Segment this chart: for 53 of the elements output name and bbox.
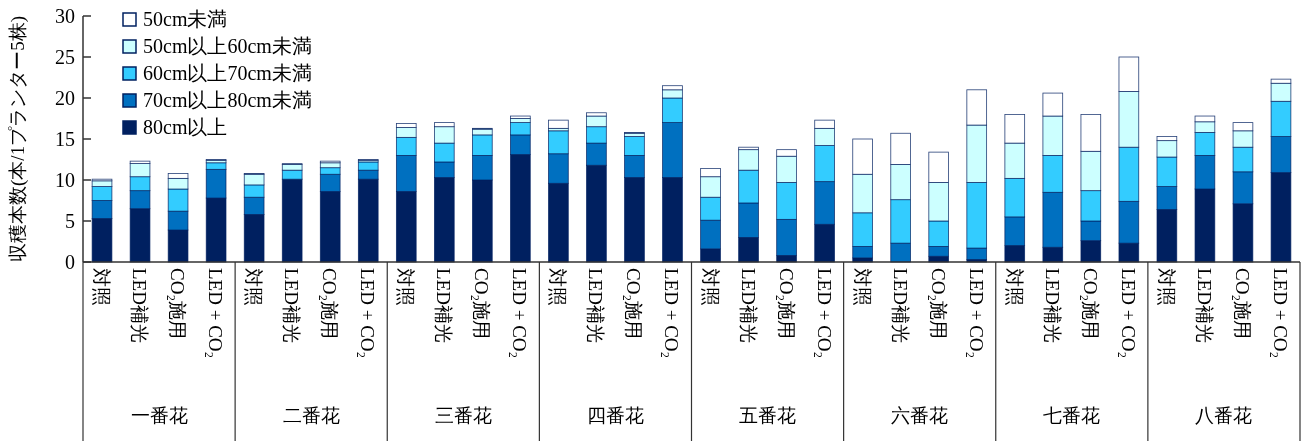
y-axis-title: 収穫本数(本/1プランター5株): [7, 16, 29, 262]
x-tick-label: LED + CO₂: [965, 268, 987, 359]
x-tick-label: LED補光: [889, 268, 911, 343]
legend-label: 50cm以上60cm未満: [143, 35, 312, 57]
x-tick-label: CO₂施用: [471, 268, 493, 340]
x-tick-label: 対照: [395, 268, 417, 306]
x-tick-label: LED補光: [281, 268, 303, 343]
y-tick-label: 25: [55, 46, 75, 68]
text: 二番花: [282, 405, 340, 426]
x-tick-label: CO₂施用: [319, 268, 341, 340]
x-tick-label: LED + CO₂: [357, 268, 379, 359]
x-tick-label: LED補光: [129, 268, 151, 343]
x-tick-label: LED補光: [1041, 268, 1063, 343]
x-tick-label: LED補光: [433, 268, 455, 343]
x-tick-label: CO₂施用: [927, 268, 949, 340]
x-tick-label: 対照: [243, 268, 265, 306]
text: 八番花: [1195, 405, 1253, 426]
x-tick-label: LED補光: [737, 268, 759, 343]
x-tick-label: CO₂施用: [623, 268, 645, 340]
y-tick-label: 30: [55, 5, 75, 27]
x-tick-label: 対照: [547, 268, 569, 306]
y-tick-label: 20: [55, 87, 75, 109]
x-tick-label: 対照: [1003, 268, 1025, 306]
x-tick-label: LED + CO₂: [205, 268, 227, 359]
x-tick-label: CO₂施用: [775, 268, 797, 340]
x-tick-label: LED + CO₂: [1269, 268, 1291, 359]
text: 五番花: [739, 405, 797, 426]
legend-label: 70cm以上80cm未満: [143, 89, 312, 111]
text: 七番花: [1043, 405, 1101, 426]
x-tick-label: 対照: [91, 268, 113, 306]
y-tick-label: 10: [55, 169, 75, 191]
x-tick-label: CO₂施用: [1231, 268, 1253, 340]
text: 六番花: [891, 405, 949, 426]
x-tick-label: LED補光: [1193, 268, 1215, 343]
text: 三番花: [434, 405, 492, 426]
x-tick-label: 対照: [1155, 268, 1177, 306]
legend-label: 80cm以上: [143, 116, 228, 138]
y-tick-label: 15: [55, 128, 75, 150]
y-tick-label: 0: [65, 251, 75, 273]
legend-label: 60cm以上70cm未満: [143, 62, 312, 84]
x-tick-label: CO₂施用: [1079, 268, 1101, 340]
y-tick-label: 5: [65, 210, 75, 232]
x-tick-label: LED + CO₂: [1117, 268, 1139, 359]
x-tick-label: LED + CO₂: [509, 268, 531, 359]
x-tick-label: 対照: [851, 268, 873, 306]
text: 一番花: [130, 405, 188, 426]
x-tick-label: LED + CO₂: [661, 268, 683, 359]
legend-label: 50cm未満: [143, 8, 228, 30]
text: 四番花: [586, 405, 644, 426]
x-tick-label: 対照: [699, 268, 721, 306]
x-tick-label: CO₂施用: [167, 268, 189, 340]
x-tick-label: LED + CO₂: [813, 268, 835, 359]
x-tick-label: LED補光: [585, 268, 607, 343]
